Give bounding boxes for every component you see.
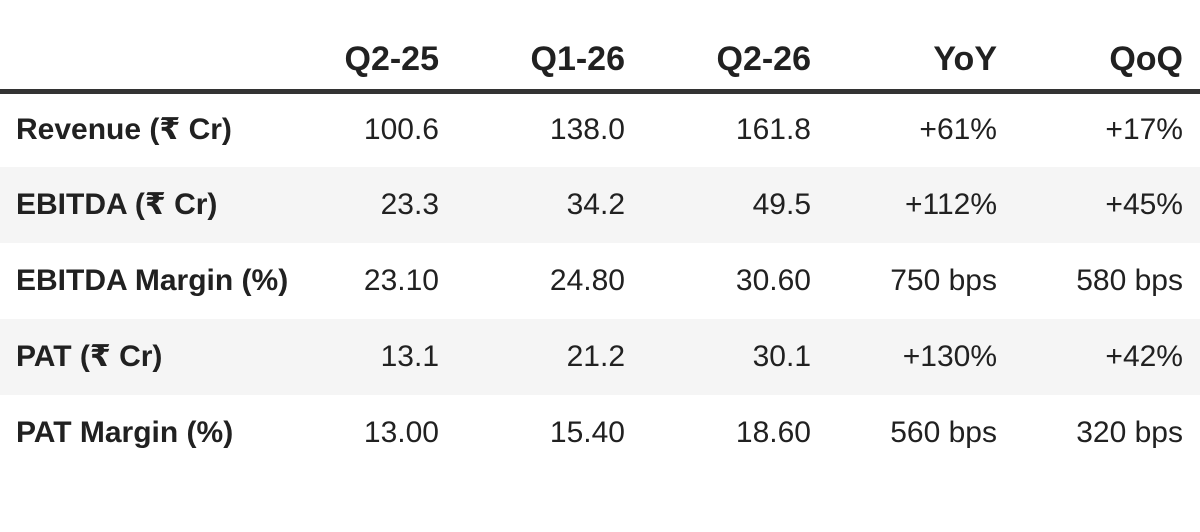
cell-pat-q2-26: 30.1 bbox=[752, 340, 811, 373]
cell-ebitda-margin-yoy: 750 bps bbox=[890, 264, 997, 297]
table-row-ebitda: EBITDA (₹ Cr) 23.3 34.2 49.5 +112% +45% bbox=[0, 167, 1200, 243]
cell-ebitda-margin-q1-26: 24.80 bbox=[549, 264, 625, 297]
cell-pat-margin-qoq: 320 bps bbox=[1076, 416, 1183, 449]
cell-ebitda-q2-25: 23.3 bbox=[380, 188, 439, 221]
cell-pat-margin-q2-26: 18.60 bbox=[735, 416, 811, 449]
col-header-yoy: YoY bbox=[828, 0, 1014, 94]
cell-revenue-q2-26: 161.8 bbox=[735, 113, 811, 147]
col-header-q2-25: Q2-25 bbox=[270, 0, 456, 94]
header-row: Q2-25 Q1-26 Q2-26 YoY QoQ bbox=[0, 0, 1200, 94]
cell-ebitda-margin-q2-25: 23.10 bbox=[363, 264, 439, 297]
col-header-q1-26: Q1-26 bbox=[456, 0, 642, 94]
col-header-qoq: QoQ bbox=[1014, 0, 1200, 94]
cell-pat-q2-25: 13.1 bbox=[380, 340, 439, 373]
cell-pat-margin-yoy: 560 bps bbox=[890, 416, 997, 449]
row-label-pat: PAT (₹ Cr) bbox=[16, 340, 163, 373]
cell-ebitda-qoq: +45% bbox=[1105, 188, 1183, 221]
cell-pat-margin-q1-26: 15.40 bbox=[549, 416, 625, 449]
cell-ebitda-margin-qoq: 580 bps bbox=[1076, 264, 1183, 297]
cell-ebitda-q1-26: 34.2 bbox=[566, 188, 625, 221]
corner-header bbox=[0, 0, 270, 94]
cell-pat-qoq: +42% bbox=[1105, 340, 1183, 373]
row-label-pat-margin: PAT Margin (%) bbox=[16, 416, 234, 449]
quarterly-financials-table: Q2-25 Q1-26 Q2-26 YoY QoQ Revenue (₹ Cr)… bbox=[0, 0, 1200, 471]
row-label-revenue: Revenue (₹ Cr) bbox=[16, 113, 232, 147]
table-row-pat: PAT (₹ Cr) 13.1 21.2 30.1 +130% +42% bbox=[0, 319, 1200, 395]
table-row-ebitda-margin: EBITDA Margin (%) 23.10 24.80 30.60 750 … bbox=[0, 243, 1200, 319]
table-body: Revenue (₹ Cr) 100.6 138.0 161.8 +61% +1… bbox=[0, 91, 1200, 471]
col-header-q2-26: Q2-26 bbox=[642, 0, 828, 94]
cell-ebitda-yoy: +112% bbox=[904, 188, 997, 221]
cell-ebitda-margin-q2-26: 30.60 bbox=[735, 264, 811, 297]
table-row-revenue: Revenue (₹ Cr) 100.6 138.0 161.8 +61% +1… bbox=[0, 91, 1200, 167]
cell-revenue-qoq: +17% bbox=[1105, 113, 1183, 147]
cell-revenue-q1-26: 138.0 bbox=[549, 113, 625, 147]
cell-revenue-q2-25: 100.6 bbox=[363, 113, 439, 147]
row-label-ebitda-margin: EBITDA Margin (%) bbox=[16, 264, 289, 297]
cell-ebitda-q2-26: 49.5 bbox=[752, 188, 811, 221]
table-row-pat-margin: PAT Margin (%) 13.00 15.40 18.60 560 bps… bbox=[0, 395, 1200, 471]
cell-pat-yoy: +130% bbox=[902, 340, 997, 373]
cell-pat-q1-26: 21.2 bbox=[566, 340, 625, 373]
row-label-ebitda: EBITDA (₹ Cr) bbox=[16, 188, 218, 221]
cell-revenue-yoy: +61% bbox=[919, 113, 997, 147]
cell-pat-margin-q2-25: 13.00 bbox=[363, 416, 439, 449]
table-header: Q2-25 Q1-26 Q2-26 YoY QoQ bbox=[0, 0, 1200, 94]
